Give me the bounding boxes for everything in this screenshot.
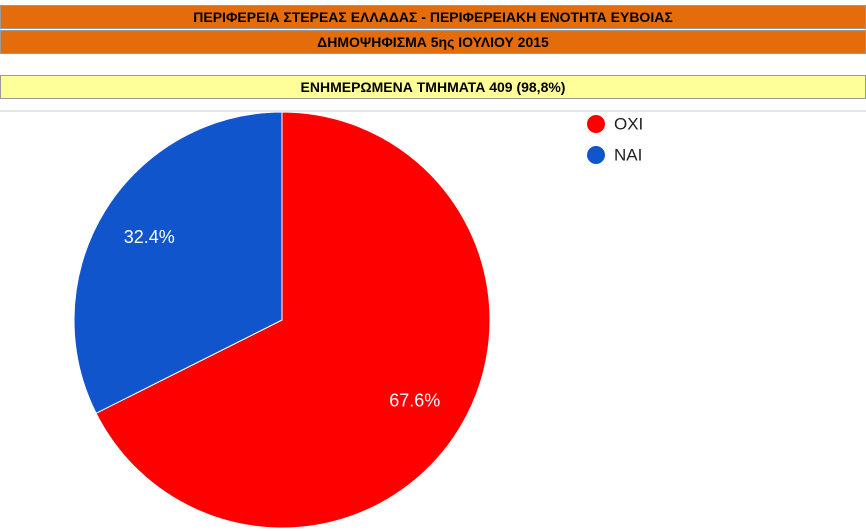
slice-label: 67.6% — [389, 391, 440, 411]
pie-slice — [73, 111, 283, 414]
legend-marker — [587, 146, 605, 164]
status-bar: ΕΝΗΜΕΡΩΜΕΝΑ ΤΜΗΜΑΤΑ 409 (98,8%) — [0, 75, 866, 99]
header-subtitle: ΔΗΜΟΨΗΦΙΣΜΑ 5ης ΙΟΥΛΙΟΥ 2015 — [0, 30, 866, 54]
slice-label: 32.4% — [124, 227, 175, 247]
legend-marker — [587, 115, 605, 133]
pie-slice — [95, 111, 491, 529]
legend-label: ΝΑΙ — [614, 145, 642, 164]
header-title: ΠΕΡΙΦΕΡΕΙΑ ΣΤΕΡΕΑΣ ΕΛΛΑΔΑΣ - ΠΕΡΙΦΕΡΕΙΑΚ… — [0, 5, 866, 29]
legend-label: ΟΧΙ — [614, 114, 643, 133]
